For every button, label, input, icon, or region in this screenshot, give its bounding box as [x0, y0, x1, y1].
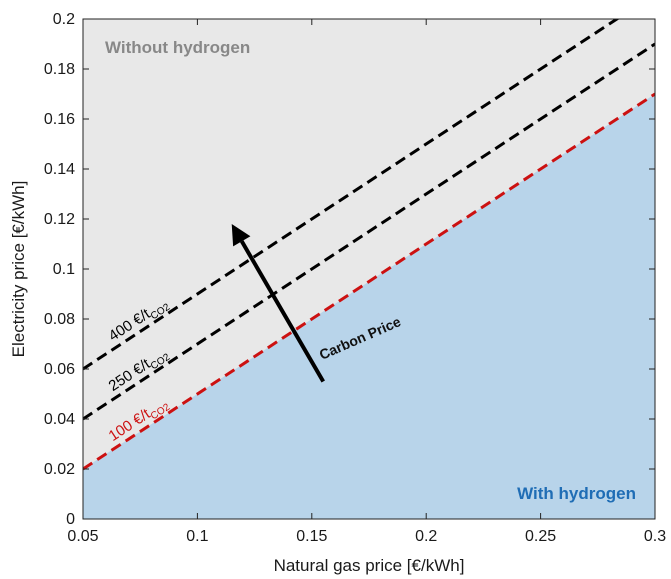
y-tick-label: 0.18	[44, 61, 75, 78]
ticks-layer: 0.05 0.1 0.15 0.2 0.25 0.3 0 0.02 0.04 0.06 0.08 0.…	[44, 11, 666, 545]
y-tick-label: 0.1	[53, 261, 75, 278]
x-tick-label: 0.1	[186, 528, 208, 545]
y-tick-label: 0.12	[44, 211, 75, 228]
x-tick-label: 0.25	[525, 528, 556, 545]
x-axis-label: Natural gas price [€/kWh]	[274, 556, 465, 575]
series-line-2	[83, 19, 620, 371]
y-tick-label: 0.06	[44, 361, 75, 378]
y-tick-label: 0	[66, 511, 75, 528]
y-tick-label: 0.04	[44, 411, 75, 428]
x-tick-label: 0.2	[415, 528, 437, 545]
x-tick-label: 0.05	[67, 528, 98, 545]
y-tick-label: 0.02	[44, 461, 75, 478]
with-hydrogen-label: With hydrogen	[517, 484, 636, 503]
without-hydrogen-label: Without hydrogen	[105, 38, 250, 57]
series-layer	[83, 19, 655, 471]
with-hydrogen-region	[83, 94, 655, 519]
x-tick-label: 0.3	[644, 528, 666, 545]
x-tick-label: 0.15	[296, 528, 327, 545]
carbon-price-arrow-shaft	[240, 240, 325, 383]
y-axis-label: Electricity price [€/kWh]	[9, 181, 28, 358]
y-tick-label: 0.2	[53, 11, 75, 28]
series-line-1	[83, 42, 655, 421]
series-line-0	[83, 92, 655, 471]
y-tick-label: 0.08	[44, 311, 75, 328]
y-tick-label: 0.14	[44, 161, 75, 178]
y-tick-label: 0.16	[44, 111, 75, 128]
carbon-price-arrow-head	[231, 224, 251, 247]
